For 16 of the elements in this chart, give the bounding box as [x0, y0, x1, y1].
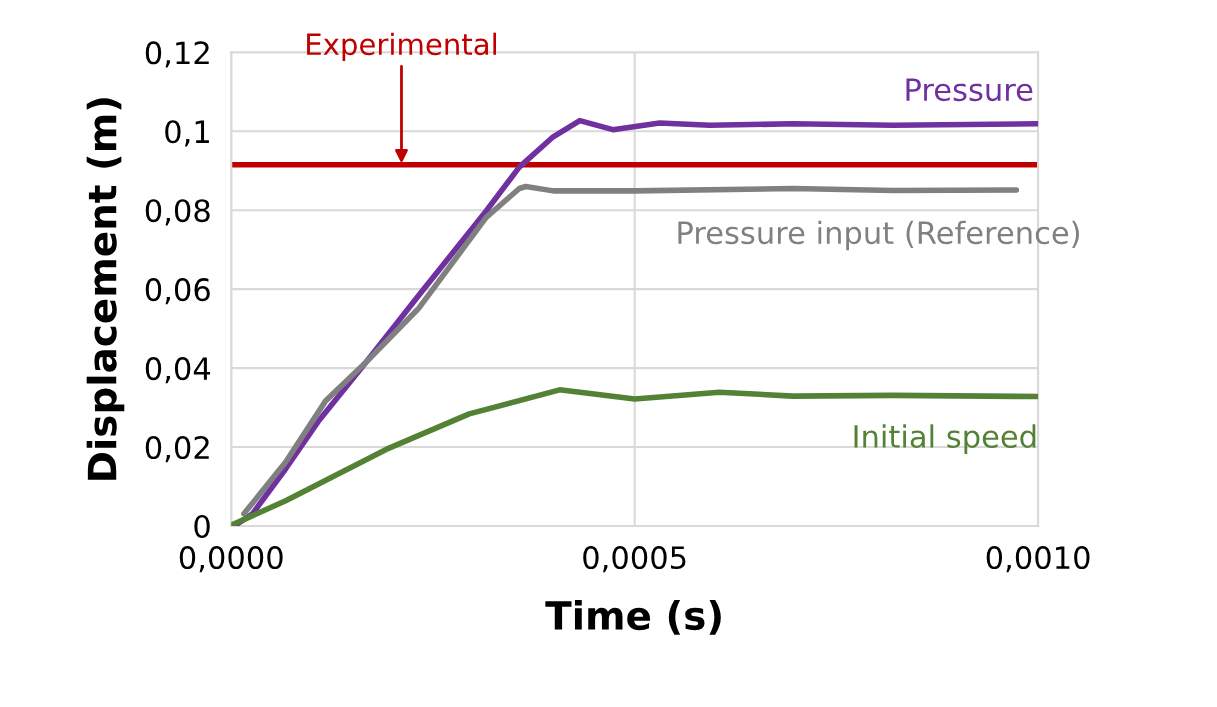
y-tick-label: 0,02: [145, 435, 209, 463]
y-tick-label: 0,08: [145, 199, 210, 226]
series-label: Pressure: [906, 78, 1033, 102]
series-label: Initial speed: [854, 424, 1036, 454]
annotation: Experimental: [307, 32, 496, 61]
y-tick-label: 0,04: [145, 357, 211, 384]
y-tick-label: 0,12: [145, 41, 209, 68]
y-axis-title: Displacement (m): [86, 98, 125, 480]
x-tick-label: 0,0010: [986, 545, 1090, 573]
x-tick-label: 0,0005: [583, 545, 686, 573]
x-axis-title: Time (s): [545, 600, 721, 635]
x-tick-label: 0,0000: [179, 545, 283, 573]
y-tick-label: 0: [194, 514, 210, 539]
y-tick-label: 0,06: [145, 278, 210, 305]
y-tick-label: 0,1: [165, 120, 209, 147]
series-label: Pressure input (Reference): [678, 220, 1079, 251]
